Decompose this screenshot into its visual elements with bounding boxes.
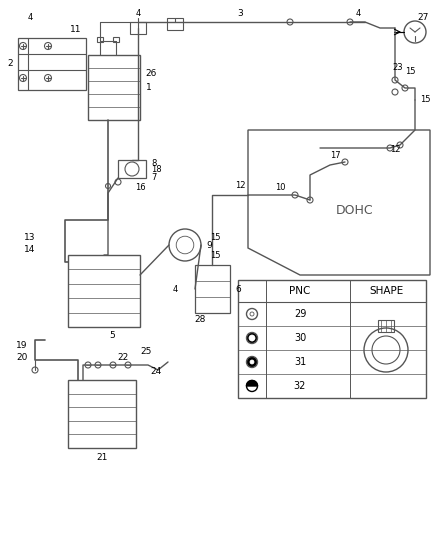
Text: 18: 18 [151,166,162,174]
Bar [68,255,140,327]
Bar [195,265,230,313]
Text: 15: 15 [210,251,220,260]
Text: 5: 5 [109,330,115,340]
Text: 21: 21 [96,454,108,463]
Text: 31: 31 [294,357,306,367]
Text: SHAPE: SHAPE [369,286,403,296]
Text: 15: 15 [405,68,415,77]
Circle shape [287,19,293,25]
Bar [378,320,394,332]
Text: 4: 4 [173,286,178,295]
Circle shape [292,192,298,198]
Text: PNC: PNC [290,286,311,296]
Text: 8: 8 [151,158,156,167]
Circle shape [392,77,398,83]
Bar [118,160,146,178]
Text: 20: 20 [16,353,28,362]
Text: 9: 9 [206,240,212,249]
Text: DOHC: DOHC [336,204,374,216]
Bar [130,22,146,34]
Circle shape [247,333,258,343]
Circle shape [402,85,408,91]
Circle shape [106,183,110,189]
Text: 27: 27 [417,13,429,22]
Circle shape [95,362,101,368]
Text: 2: 2 [7,60,13,69]
Circle shape [347,19,353,25]
Bar [97,37,103,42]
Circle shape [392,89,398,95]
Circle shape [307,197,313,203]
Text: 1: 1 [146,83,152,92]
Text: 15: 15 [210,233,220,243]
Text: 11: 11 [70,26,82,35]
Text: 4: 4 [135,10,141,19]
Text: 32: 32 [294,381,306,391]
Text: 26: 26 [145,69,156,77]
Text: 15: 15 [420,95,430,104]
Text: 3: 3 [237,10,243,19]
Text: 25: 25 [140,348,152,357]
Circle shape [397,142,403,148]
Text: 12: 12 [390,146,400,155]
Text: 4: 4 [27,13,32,22]
Text: 7: 7 [151,173,156,182]
Bar [238,280,426,398]
Circle shape [110,362,116,368]
Circle shape [32,367,38,373]
Text: 17: 17 [330,150,340,159]
Text: 6: 6 [235,285,241,294]
Text: 10: 10 [275,183,285,192]
Text: 23: 23 [393,63,403,72]
Polygon shape [247,381,258,386]
Circle shape [342,159,348,165]
Text: 4: 4 [355,10,360,19]
Text: 19: 19 [16,341,28,350]
Text: 13: 13 [24,233,36,243]
Bar [113,37,119,42]
Bar [88,55,140,120]
Circle shape [115,179,121,185]
Circle shape [387,145,393,151]
Circle shape [247,357,258,367]
Circle shape [125,362,131,368]
Circle shape [250,360,254,364]
Text: 30: 30 [294,333,306,343]
Text: 28: 28 [194,316,206,325]
Bar [18,38,86,90]
Text: 16: 16 [135,183,145,192]
Text: 12: 12 [235,181,245,190]
Bar [167,18,183,30]
Text: 24: 24 [150,367,162,376]
Text: 29: 29 [294,309,306,319]
Circle shape [249,335,255,341]
Circle shape [85,362,91,368]
Text: 14: 14 [25,246,35,254]
Bar [68,380,136,448]
Text: 22: 22 [117,353,129,362]
